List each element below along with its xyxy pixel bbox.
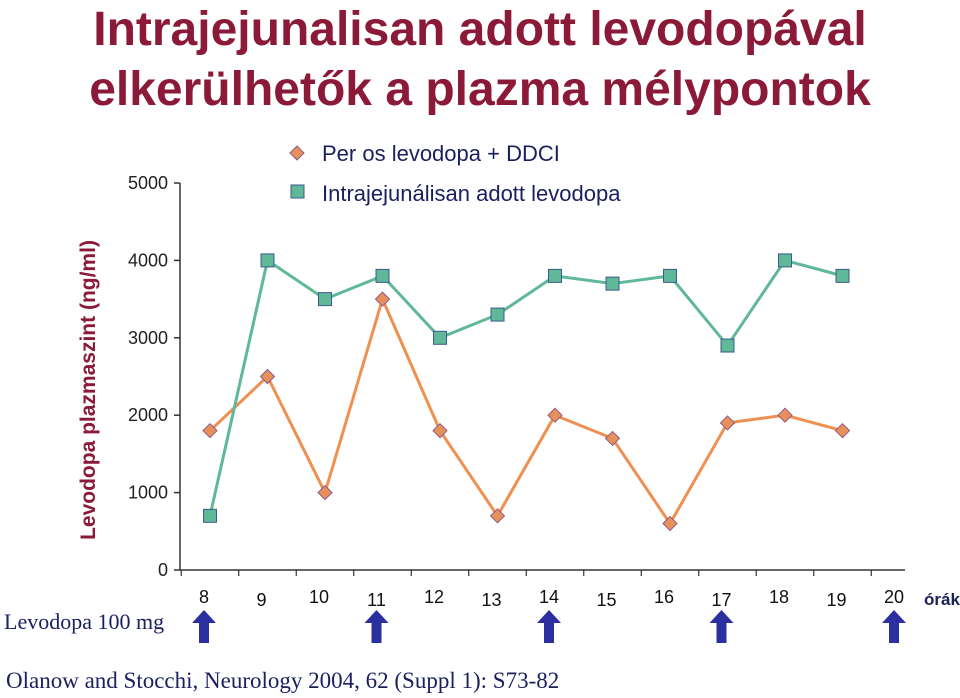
data-point-square [835, 268, 850, 283]
legend-label-oral: Per os levodopa + DDCI [322, 141, 560, 166]
data-point-square [433, 330, 447, 345]
x-tick-label: 13 [481, 590, 501, 610]
x-tick-label: 20 [884, 587, 904, 607]
up-arrow-icon [364, 610, 389, 643]
data-point-square [778, 253, 792, 268]
y-tick-label: 0 [158, 560, 168, 580]
up-arrow-icon [192, 610, 216, 643]
x-tick-label: 12 [424, 587, 444, 607]
data-point-square [663, 268, 677, 283]
x-tick-label: 19 [826, 590, 846, 610]
data-point-square [260, 253, 275, 268]
citation: Olanow and Stocchi, Neurology 2004, 62 (… [6, 668, 560, 693]
legend: Per os levodopa + DDCI Intrajejunálisan a… [289, 141, 621, 206]
up-arrow-icon [882, 610, 906, 643]
x-axis-unit: órák [924, 590, 960, 609]
data-point-diamond [719, 415, 736, 431]
legend-label-ij: Intrajejunálisan adott levodopa [322, 181, 621, 206]
y-tick-label: 1000 [128, 483, 168, 503]
chart-axes [179, 183, 905, 571]
series-line-2 [208, 257, 843, 517]
x-tick-label: 17 [711, 590, 731, 610]
y-axis-title: Levodopa plazmaszint (ng/ml) [77, 240, 100, 540]
data-point-diamond [489, 508, 506, 524]
data-point-square [548, 268, 562, 283]
x-tick-label: 9 [256, 590, 266, 610]
x-tick-label: 15 [596, 590, 616, 610]
y-tick-label: 3000 [128, 328, 168, 348]
title-line-2: elkerülhetők a plazma mélypontok [89, 63, 871, 116]
up-arrow-icon [537, 610, 561, 643]
x-tick-label: 14 [539, 587, 559, 607]
y-tick-label: 5000 [128, 173, 168, 193]
data-point-diamond [604, 430, 621, 447]
data-point-square [203, 508, 217, 523]
title-line-1: Intrajejunalisan adott levodopával [93, 3, 867, 56]
series-line-1 [208, 294, 843, 527]
data-point-diamond [834, 422, 851, 439]
legend-marker-diamond [289, 145, 305, 161]
data-point-diamond [777, 407, 793, 423]
y-axis-ticks: 0 1000 2000 3000 4000 5000 [128, 173, 180, 580]
series-points [202, 253, 851, 532]
data-point-square [605, 276, 620, 291]
up-arrow-icon [709, 610, 734, 643]
data-point-diamond [259, 368, 276, 385]
data-point-square [720, 338, 735, 353]
data-point-diamond [202, 422, 218, 439]
data-point-square [375, 268, 390, 283]
x-axis-ticks: 8 9 10 11 12 13 14 15 16 17 18 19 20 [180, 570, 904, 610]
y-tick-label: 4000 [128, 250, 168, 270]
data-point-diamond [374, 291, 391, 307]
y-tick-label: 2000 [128, 405, 168, 425]
data-point-diamond [432, 422, 448, 439]
x-tick-label: 10 [309, 587, 329, 607]
x-tick-label: 11 [367, 590, 386, 610]
legend-marker-square [290, 184, 305, 199]
data-point-square [490, 307, 505, 322]
data-point-diamond [317, 484, 333, 501]
data-point-square [318, 292, 332, 307]
data-point-diamond [662, 515, 678, 532]
x-tick-label: 18 [769, 587, 789, 607]
data-point-diamond [547, 407, 563, 423]
dose-arrows [192, 610, 906, 643]
x-tick-label: 8 [199, 587, 209, 607]
dose-label: Levodopa 100 mg [4, 609, 164, 634]
x-tick-label: 16 [654, 587, 674, 607]
series-lines [208, 257, 843, 527]
